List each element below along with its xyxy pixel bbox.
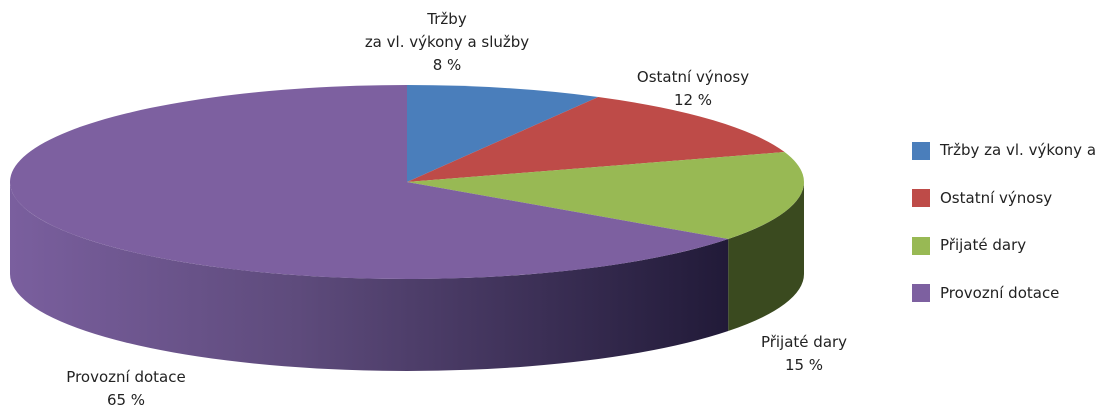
slice-side [728,182,804,332]
data-label-value: 12 % [673,91,713,109]
slice [407,85,599,182]
data-label: Tržby za vl. výkony a služby 8 % [365,8,529,77]
legend-swatch [912,189,930,207]
data-label: Provozní dotace 65 % [66,366,185,407]
slice-side [10,182,729,371]
legend-entry: Provozní dotace [912,283,1060,302]
legend-entry: Přijaté dary [912,236,1026,255]
data-label: Ostatní výnosy 12 % [637,66,749,112]
legend-swatch [912,236,930,255]
data-label-value: 15 % [784,356,824,374]
legend-swatch [912,284,930,302]
data-label-value: 8 % [432,56,462,74]
legend-label: Ostatní výnosy [940,188,1053,207]
legend-label: Provozní dotace [940,283,1060,302]
legend-entry: Tržby za vl. výkony a služby [912,141,1101,160]
legend-label: Přijaté dary [940,236,1027,254]
legend-entry: Ostatní výnosy [912,188,1053,207]
data-label-value: 65 % [106,391,146,407]
slice [407,96,785,182]
legend-label: Tržby za vl. výkony a služby [940,141,1101,159]
legend-swatch [912,141,930,160]
data-label-category: Tržby za vl. výkony a služby [364,10,530,51]
data-label: Přijaté dary 15 % [761,331,847,377]
slice [9,85,729,279]
data-label-category: Ostatní výnosy [636,68,750,86]
slice [407,152,804,240]
data-label-category: Provozní dotace [66,368,186,386]
data-label-category: Přijaté dary [760,333,848,351]
